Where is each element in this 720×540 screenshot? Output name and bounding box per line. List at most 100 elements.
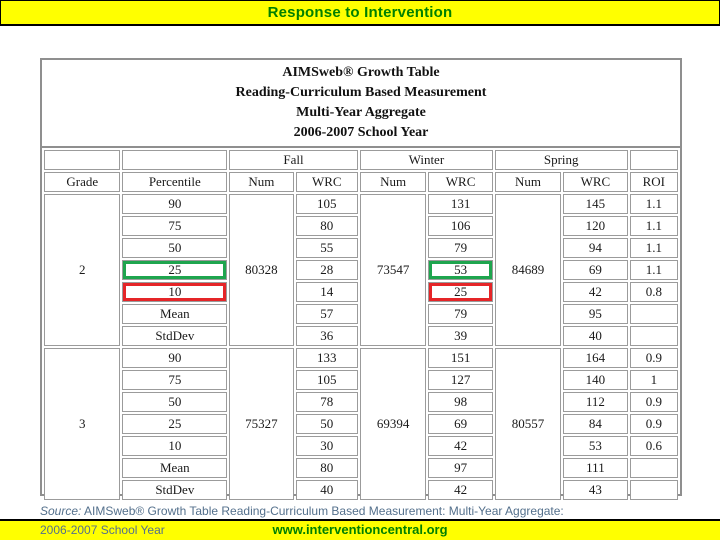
percentile-cell: StdDev: [122, 326, 228, 346]
footer-school-year: 2006-2007 School Year: [40, 523, 165, 537]
roi-cell: 0.9: [629, 414, 678, 434]
fall-wrc-cell: 133: [295, 348, 358, 368]
source-note-text: AIMSweb® Growth Table Reading-Curriculum…: [81, 504, 564, 518]
blank-header-grade: [44, 150, 121, 170]
winter-num-cell: 69394: [359, 348, 427, 500]
growth-table-body: 2 90 80328 105 73547 131 84689 145 1.1 75 80 106 120…: [44, 194, 678, 500]
spring-wrc-cell: 120: [563, 216, 628, 236]
spring-wrc-cell: 94: [563, 238, 628, 258]
spring-wrc-cell: 84: [563, 414, 628, 434]
winter-wrc-cell: 53: [428, 260, 493, 280]
percentile-cell: 10: [122, 282, 228, 302]
percentile-cell: 75: [122, 216, 228, 236]
percentile-cell: 90: [122, 194, 228, 214]
col-header-percentile: Percentile: [122, 172, 228, 192]
fall-wrc-cell: 40: [295, 480, 358, 500]
winter-wrc-cell: 131: [428, 194, 493, 214]
blank-header-percentile: [122, 150, 228, 170]
percentile-cell: StdDev: [122, 480, 228, 500]
table-row: 10 30 42 53 0.6: [44, 436, 678, 456]
season-header-spring: Spring: [494, 150, 628, 170]
spring-wrc-cell: 53: [563, 436, 628, 456]
table-row: Mean 80 97 111: [44, 458, 678, 478]
table-title-line-2: Reading-Curriculum Based Measurement: [235, 85, 487, 100]
fall-num-cell: 80328: [229, 194, 294, 346]
fall-wrc-cell: 14: [295, 282, 358, 302]
slide-header-bar: Response to Intervention: [0, 0, 720, 26]
winter-wrc-cell: 98: [428, 392, 493, 412]
spring-wrc-cell: 145: [563, 194, 628, 214]
column-header-row: Grade Percentile Num WRC Num WRC Num WRC…: [44, 172, 678, 192]
roi-cell: [629, 480, 678, 500]
fall-wrc-cell: 36: [295, 326, 358, 346]
table-row: 2 90 80328 105 73547 131 84689 145 1.1: [44, 194, 678, 346]
roi-cell: 0.9: [629, 392, 678, 412]
table-row: Mean 57 79 95: [44, 304, 678, 324]
table-row: 75 105 127 140 1: [44, 370, 678, 390]
winter-wrc-cell: 151: [428, 348, 493, 368]
fall-wrc-cell: 78: [295, 392, 358, 412]
col-header-spring-num: Num: [494, 172, 562, 192]
table-row: 75 80 106 120 1.1: [44, 216, 678, 236]
fall-wrc-cell: 80: [295, 458, 358, 478]
table-row: 50 78 98 112 0.9: [44, 392, 678, 412]
roi-cell: 1.1: [629, 238, 678, 258]
roi-cell: 1.1: [629, 194, 678, 214]
fall-wrc-cell: 50: [295, 414, 358, 434]
roi-cell: 0.8: [629, 282, 678, 302]
spring-num-cell: 80557: [494, 348, 562, 500]
spring-wrc-cell: 69: [563, 260, 628, 280]
fall-wrc-cell: 80: [295, 216, 358, 236]
spring-wrc-cell: 111: [563, 458, 628, 478]
percentile-cell: 10: [122, 436, 228, 456]
roi-cell: 1: [629, 370, 678, 390]
roi-cell: 0.6: [629, 436, 678, 456]
blank-header-roi: [629, 150, 678, 170]
table-title-line-3: Multi-Year Aggregate: [296, 105, 426, 120]
roi-cell: [629, 326, 678, 346]
season-header-winter: Winter: [359, 150, 493, 170]
footer-url: www.interventioncentral.org: [272, 522, 448, 537]
season-header-row: Fall Winter Spring: [44, 150, 678, 170]
table-title-line-1: AIMSweb® Growth Table: [282, 65, 440, 80]
col-header-fall-num: Num: [229, 172, 294, 192]
col-header-winter-num: Num: [359, 172, 427, 192]
roi-cell: 1.1: [629, 260, 678, 280]
slide-footer-bar: 2006-2007 School Year www.interventionce…: [0, 519, 720, 540]
fall-wrc-cell: 105: [295, 370, 358, 390]
percentile-cell: Mean: [122, 458, 228, 478]
winter-wrc-cell: 79: [428, 238, 493, 258]
col-header-fall-wrc: WRC: [295, 172, 358, 192]
table-row: StdDev 36 39 40: [44, 326, 678, 346]
table-row: StdDev 40 42 43: [44, 480, 678, 500]
col-header-roi: ROI: [629, 172, 678, 192]
winter-wrc-cell: 25: [428, 282, 493, 302]
fall-wrc-cell: 28: [295, 260, 358, 280]
fall-wrc-cell: 30: [295, 436, 358, 456]
roi-cell: [629, 304, 678, 324]
winter-wrc-cell: 97: [428, 458, 493, 478]
grade-cell: 3: [44, 348, 121, 500]
spring-num-cell: 84689: [494, 194, 562, 346]
spring-wrc-cell: 42: [563, 282, 628, 302]
percentile-cell: 75: [122, 370, 228, 390]
spring-wrc-cell: 164: [563, 348, 628, 368]
percentile-cell: Mean: [122, 304, 228, 324]
winter-wrc-cell: 69: [428, 414, 493, 434]
fall-wrc-cell: 105: [295, 194, 358, 214]
spring-wrc-cell: 112: [563, 392, 628, 412]
roi-cell: 1.1: [629, 216, 678, 236]
winter-wrc-cell: 79: [428, 304, 493, 324]
winter-wrc-cell: 42: [428, 436, 493, 456]
percentile-cell: 25: [122, 414, 228, 434]
growth-table-title-block: AIMSweb® Growth Table Reading-Curriculum…: [42, 60, 680, 148]
percentile-cell: 90: [122, 348, 228, 368]
source-note-prefix: Source:: [40, 504, 82, 518]
winter-wrc-cell: 42: [428, 480, 493, 500]
table-row: 25 50 69 84 0.9: [44, 414, 678, 434]
table-title-line-4: 2006-2007 School Year: [293, 125, 429, 140]
col-header-winter-wrc: WRC: [428, 172, 493, 192]
fall-num-cell: 75327: [229, 348, 294, 500]
winter-wrc-cell: 127: [428, 370, 493, 390]
fall-wrc-cell: 57: [295, 304, 358, 324]
